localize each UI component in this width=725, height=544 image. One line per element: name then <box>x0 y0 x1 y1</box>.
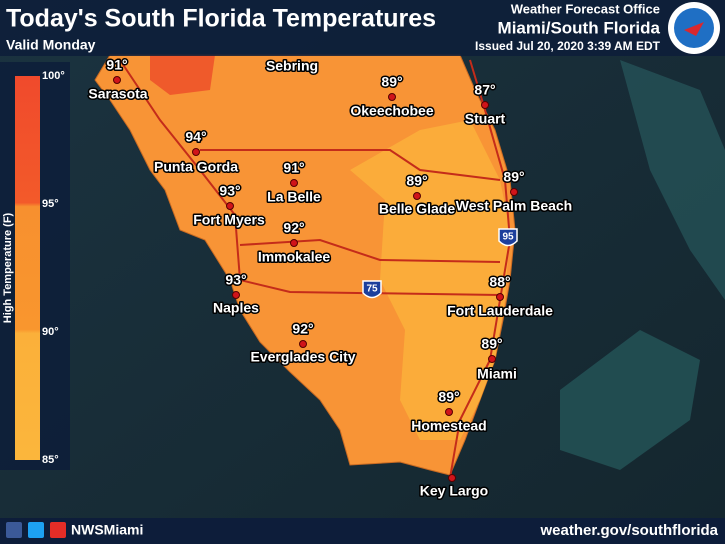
valid: Valid Monday <box>6 37 96 53</box>
legend-label: 95° <box>42 198 59 210</box>
legend-label: 100° <box>42 70 65 82</box>
interstate-shield <box>498 228 518 247</box>
facebook-icon[interactable] <box>6 522 22 538</box>
legend-title: High Temperature (F) <box>2 212 14 323</box>
city-name: West Palm Beach <box>456 198 572 214</box>
city-temp: 94° <box>185 129 206 145</box>
city-temp: 89° <box>381 74 402 90</box>
city-name: Sarasota <box>88 86 147 102</box>
issued: Issued Jul 20, 2020 3:39 AM EDT <box>475 39 661 53</box>
hot-area <box>150 55 215 95</box>
city-dot <box>448 474 456 482</box>
legend-scale <box>15 76 40 460</box>
city-temp: 89° <box>481 336 502 352</box>
city-dot <box>192 148 200 156</box>
interstate-number: 75 <box>366 284 378 295</box>
city-dot <box>113 76 121 84</box>
city-dot <box>413 192 421 200</box>
bahamas-bank <box>620 60 725 300</box>
interstate-shield <box>362 280 382 299</box>
cities: 91° Sarasota Sebring 89° Okeechobee 87° Stuart… <box>87 55 574 500</box>
legend-label: 85° <box>42 454 59 466</box>
cool-area <box>350 120 510 440</box>
city-name: La Belle <box>267 189 321 205</box>
city-name: Fort Lauderdale <box>447 303 553 319</box>
title: Today's South Florida Temperatures <box>6 5 436 33</box>
office: Weather Forecast Office <box>511 1 660 16</box>
bahamas-bank <box>560 330 700 470</box>
city-temp: 92° <box>283 220 304 236</box>
city-dot <box>388 93 396 101</box>
city-temp: 89° <box>406 173 427 189</box>
logo <box>684 22 704 36</box>
city-temp: 91° <box>283 160 304 176</box>
city-temp: 87° <box>474 82 495 98</box>
city-name: Okeechobee <box>350 103 433 119</box>
city-temp: 88° <box>489 274 510 290</box>
city-name: Stuart <box>465 111 506 127</box>
website[interactable]: weather.gov/southflorida <box>539 522 718 539</box>
legend-labels: 100° 95° 90° 85° <box>42 70 65 466</box>
city-name: Homestead <box>411 418 486 434</box>
city-temp: 89° <box>438 389 459 405</box>
city-name: Punta Gorda <box>154 159 238 175</box>
city-name: Miami <box>477 366 517 382</box>
office-area: Miami/South Florida <box>498 18 661 37</box>
interstate-number: 95 <box>502 232 514 243</box>
city-name: Sebring <box>266 58 318 74</box>
city-temp: 89° <box>503 169 524 185</box>
city-name: Immokalee <box>258 249 331 265</box>
city-dot <box>232 291 240 299</box>
city-dot <box>510 188 518 196</box>
twitter-icon[interactable] <box>28 522 44 538</box>
city-dot <box>290 239 298 247</box>
city-name: Naples <box>213 300 259 316</box>
city-dot <box>290 179 298 187</box>
city-dot <box>299 340 307 348</box>
city-temp: 91° <box>106 57 127 73</box>
city-dot <box>496 293 504 301</box>
city-name: Key Largo <box>420 483 488 499</box>
city-temp: 93° <box>225 272 246 288</box>
city-temp: 93° <box>219 183 240 199</box>
city-dot <box>481 101 489 109</box>
social-handle[interactable]: NWSMiami <box>71 522 143 538</box>
roads <box>119 59 512 479</box>
youtube-icon[interactable] <box>50 522 66 538</box>
city-name: Fort Myers <box>193 212 265 228</box>
city-dot <box>445 408 453 416</box>
city-name: Everglades City <box>250 349 355 365</box>
city-temp: 92° <box>292 321 313 337</box>
city-dot <box>488 355 496 363</box>
city-name: Belle Glade <box>379 201 455 217</box>
city-dot <box>226 202 234 210</box>
header-band <box>0 0 725 56</box>
footer-band <box>0 518 725 544</box>
legend-label: 90° <box>42 326 59 338</box>
